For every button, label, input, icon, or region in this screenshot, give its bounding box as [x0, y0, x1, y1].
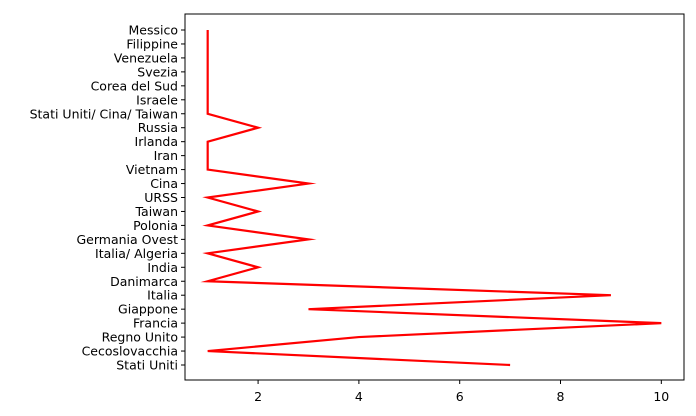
plot-area: [185, 14, 684, 380]
y-tick-label: Italia/ Algeria: [95, 246, 178, 261]
y-tick-label: Vietnam: [126, 162, 178, 177]
plot-frame: [184, 13, 685, 381]
y-tick-label: India: [147, 260, 178, 275]
x-tick-label: 6: [456, 389, 464, 404]
y-tick-label: Francia: [133, 316, 178, 331]
y-tick-label: Stati Uniti/ Cina/ Taiwan: [30, 106, 178, 121]
x-tick-label: 4: [355, 389, 363, 404]
y-tick-label: Regno Unito: [102, 330, 178, 345]
y-tick-label: Venezuela: [114, 50, 178, 65]
y-tick-label: Taiwan: [134, 204, 178, 219]
y-tick-label: Corea del Sud: [91, 78, 178, 93]
y-tick-label: Israele: [136, 92, 178, 107]
y-tick-label: Iran: [154, 148, 178, 163]
x-tick-label: 8: [557, 389, 565, 404]
y-tick-label: Svezia: [137, 64, 178, 79]
y-tick-label: Germania Ovest: [76, 232, 178, 247]
y-tick-label: Giappone: [118, 302, 178, 317]
y-tick-label: Stati Uniti: [116, 358, 178, 373]
y-tick-label: Russia: [138, 120, 178, 135]
series-line: [200, 30, 662, 367]
y-tick-label: Danimarca: [110, 274, 178, 289]
y-tick-label: Filippine: [126, 36, 178, 51]
y-tick-label: Irlanda: [135, 134, 178, 149]
x-tick-label: 2: [254, 389, 262, 404]
y-tick-label: Messico: [129, 23, 179, 38]
y-tick-label: Cecoslovacchia: [82, 344, 178, 359]
series-layer: [200, 30, 662, 367]
y-tick-label: URSS: [144, 190, 178, 205]
y-tick-label: Polonia: [133, 218, 178, 233]
x-tick-label: 10: [653, 389, 669, 404]
x-axis: 2 4 6 8 10: [254, 380, 669, 404]
y-tick-label: Italia: [147, 288, 178, 303]
y-tick-label: Cina: [150, 176, 178, 191]
